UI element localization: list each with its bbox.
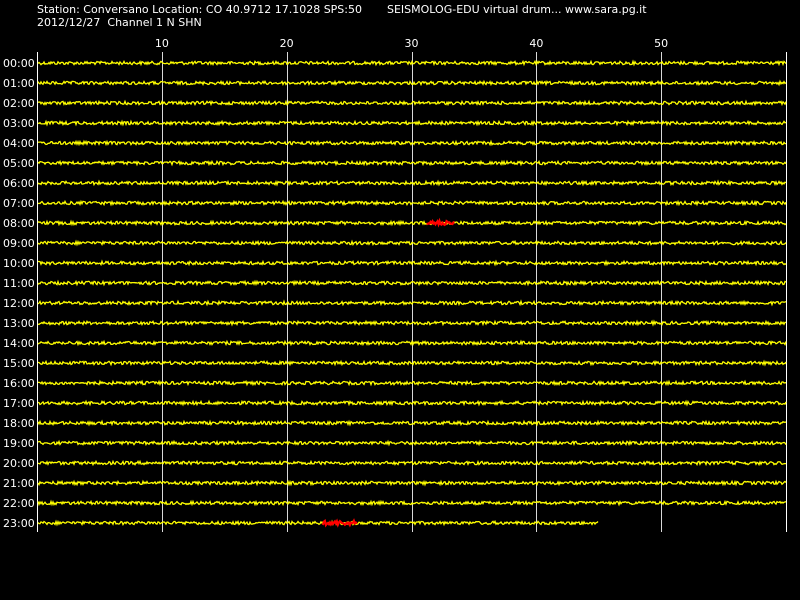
- station-info: Station: Conversano Location: CO 40.9712…: [37, 3, 362, 16]
- hour-label: 21:00: [3, 477, 35, 490]
- hour-label: 05:00: [3, 157, 35, 170]
- hour-label: 07:00: [3, 197, 35, 210]
- hour-label: 14:00: [3, 337, 35, 350]
- trace-10:00: [38, 259, 787, 267]
- trace-21:00: [37, 479, 787, 487]
- hour-label: 08:00: [3, 217, 35, 230]
- hour-label: 04:00: [3, 137, 35, 150]
- trace-07:00: [37, 199, 787, 207]
- grid: [37, 52, 787, 532]
- event-23:00: [321, 518, 358, 528]
- trace-05:00: [37, 159, 787, 167]
- trace-00:00: [37, 59, 787, 67]
- trace-08:00: [37, 219, 787, 227]
- trace-19:00: [37, 439, 787, 447]
- trace-02:00: [37, 99, 787, 107]
- trace-22:00: [37, 499, 787, 507]
- hour-label: 06:00: [3, 177, 35, 190]
- trace-13:00: [37, 319, 786, 327]
- hour-label: 23:00: [3, 517, 35, 530]
- hour-label: 00:00: [3, 57, 35, 70]
- hour-label: 12:00: [3, 297, 35, 310]
- trace-06:00: [37, 179, 787, 187]
- hour-label: 10:00: [3, 257, 35, 270]
- trace-15:00: [37, 359, 787, 367]
- hour-labels: 00:00 01:00 02:00 03:00 04:00 05:00 06:00 07:00…: [3, 57, 35, 530]
- hour-label: 17:00: [3, 397, 35, 410]
- x-tick-label: 50: [654, 37, 668, 50]
- hour-label: 16:00: [3, 377, 35, 390]
- date-channel-info: 2012/12/27 Channel 1 N SHN: [37, 16, 202, 29]
- hour-label: 01:00: [3, 77, 35, 90]
- x-tick-label: 30: [405, 37, 419, 50]
- x-tick-label: 20: [280, 37, 294, 50]
- trace-11:00: [37, 279, 787, 287]
- hour-label: 22:00: [3, 497, 35, 510]
- x-tick-label: 10: [155, 37, 169, 50]
- trace-09:00: [37, 239, 787, 247]
- hour-label: 15:00: [3, 357, 35, 370]
- trace-17:00: [37, 399, 787, 407]
- hour-label: 02:00: [3, 97, 35, 110]
- trace-12:00: [37, 299, 787, 307]
- trace-23:00: [37, 519, 599, 527]
- traces: [37, 59, 787, 527]
- hour-label: 11:00: [3, 277, 35, 290]
- hour-label: 20:00: [3, 457, 35, 470]
- hour-label: 18:00: [3, 417, 35, 430]
- event-08:00: [426, 217, 455, 228]
- x-axis-ticks: 10 20 30 40 50: [155, 37, 668, 50]
- hour-label: 13:00: [3, 317, 35, 330]
- app-title: SEISMOLOG-EDU virtual drum... www.sara.p…: [387, 3, 647, 16]
- trace-03:00: [37, 119, 787, 127]
- x-tick-label: 40: [529, 37, 543, 50]
- hour-label: 03:00: [3, 117, 35, 130]
- trace-18:00: [37, 419, 787, 427]
- trace-01:00: [37, 79, 787, 87]
- trace-14:00: [37, 339, 787, 347]
- trace-16:00: [37, 379, 787, 387]
- hour-label: 19:00: [3, 437, 35, 450]
- trace-20:00: [37, 459, 787, 467]
- trace-04:00: [37, 139, 786, 147]
- hour-label: 09:00: [3, 237, 35, 250]
- events: [321, 217, 455, 528]
